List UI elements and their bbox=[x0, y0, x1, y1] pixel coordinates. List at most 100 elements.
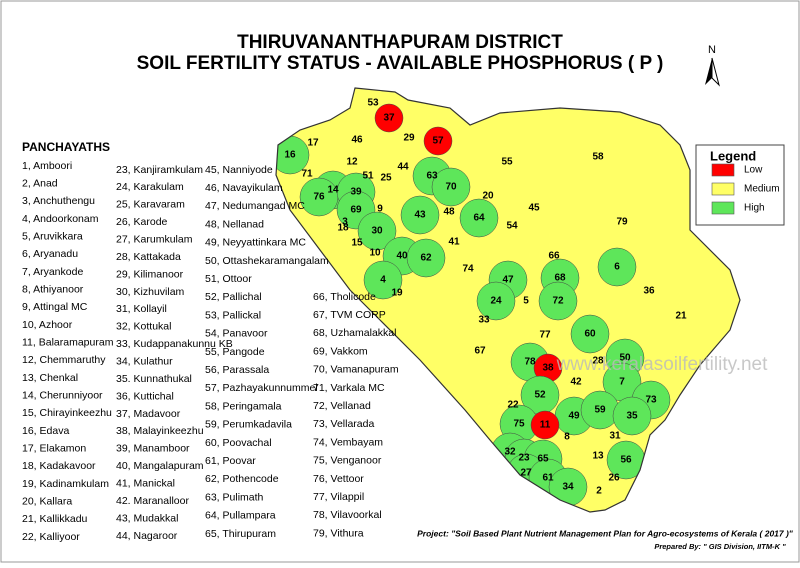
legend-swatch bbox=[711, 163, 735, 177]
region-label: 41 bbox=[448, 237, 460, 248]
region-label: 72 bbox=[552, 296, 564, 307]
region-label: 48 bbox=[443, 207, 455, 218]
region-label: 39 bbox=[350, 187, 362, 198]
region-label: 71 bbox=[301, 169, 313, 180]
panchayath-item: 70, Vamanapuram bbox=[313, 364, 399, 376]
panchayath-item: 52, Pallichal bbox=[205, 291, 262, 303]
region-label: 16 bbox=[284, 150, 296, 161]
region-label: 76 bbox=[313, 192, 325, 203]
region-label: 66 bbox=[548, 251, 560, 262]
panchayath-item: 63, Pulimath bbox=[205, 491, 264, 503]
region bbox=[423, 126, 453, 156]
panchayath-item: 35. Kunnathukal bbox=[116, 373, 192, 385]
region-label: 27 bbox=[520, 468, 532, 479]
panchayath-item: 72, Vellanad bbox=[313, 400, 371, 412]
panchayath-item: 19, Kadinamkulam bbox=[22, 478, 109, 490]
panchayath-item: 47, Nedumangad MC bbox=[205, 200, 305, 212]
project-note: Project: "Soil Based Plant Nutrient Mana… bbox=[417, 528, 794, 538]
panchayath-item: 50, Ottashekaramangalam bbox=[205, 255, 329, 267]
panchayath-item: 3, Anchuthengu bbox=[22, 195, 95, 207]
region-label: 60 bbox=[584, 329, 596, 340]
panchayath-item: 73, Vellarada bbox=[313, 418, 374, 430]
panchayath-item: 18, Kadakavoor bbox=[22, 460, 96, 472]
region-label: 18 bbox=[337, 223, 349, 234]
panchayath-item: 67, TVM CORP bbox=[313, 309, 386, 321]
panchayath-item: 12, Chemmaruthy bbox=[22, 354, 106, 366]
watermark: www.keralasoilfertility.net bbox=[556, 354, 769, 375]
region-label: 17 bbox=[307, 138, 319, 149]
panchayath-item: 66, Tholicode bbox=[313, 291, 376, 303]
region-label: 30 bbox=[371, 226, 383, 237]
legend-title: Legend bbox=[710, 148, 756, 163]
panchayath-item: 17, Elakamon bbox=[22, 443, 86, 455]
panchayath-item: 79, Vithura bbox=[313, 527, 364, 539]
panchayath-item: 77, Vilappil bbox=[313, 491, 364, 503]
panchayath-item: 20, Kallara bbox=[22, 496, 72, 508]
region-label: 10 bbox=[369, 248, 381, 259]
panchayath-item: 56, Parassala bbox=[205, 364, 269, 376]
panchayath-item: 65, Thirupuram bbox=[205, 528, 276, 540]
panchayath-item: 21, Kallikkadu bbox=[22, 513, 88, 525]
panchayath-item: 37, Madavoor bbox=[116, 408, 181, 420]
region-label: 5 bbox=[523, 296, 529, 307]
region-label: 40 bbox=[396, 251, 408, 262]
region-label: 78 bbox=[524, 357, 536, 368]
panchayath-item: 64, Pullampara bbox=[205, 510, 276, 522]
panchayath-item: 62, Pothencode bbox=[205, 473, 279, 485]
region-label: 14 bbox=[327, 185, 339, 196]
region-label: 70 bbox=[445, 182, 457, 193]
region bbox=[538, 281, 578, 321]
panchayath-item: 30, Kizhuvilam bbox=[116, 286, 185, 298]
prepared-by: Prepared By: " GIS Division, IITM-K " bbox=[654, 542, 786, 551]
region-label: 31 bbox=[609, 431, 621, 442]
panchayath-item: 4, Andoorkonam bbox=[22, 213, 99, 225]
region bbox=[374, 103, 404, 133]
region-label: 37 bbox=[383, 113, 395, 124]
district-map bbox=[276, 88, 740, 512]
region-label: 12 bbox=[346, 157, 358, 168]
panchayath-item: 42. Maranalloor bbox=[116, 495, 189, 507]
panchayath-item: 2, Anad bbox=[22, 177, 58, 189]
region-label: 23 bbox=[518, 453, 530, 464]
region-label: 62 bbox=[420, 253, 432, 264]
region-label: 55 bbox=[501, 157, 513, 168]
region-label: 65 bbox=[537, 454, 549, 465]
panchayath-item: 76, Vettoor bbox=[313, 473, 364, 485]
region-label: 43 bbox=[414, 210, 426, 221]
region-label: 4 bbox=[380, 275, 386, 286]
region-label: 50 bbox=[619, 353, 631, 364]
region-label: 49 bbox=[568, 411, 580, 422]
region-label: 77 bbox=[539, 330, 551, 341]
north-arrow: N bbox=[705, 44, 720, 87]
panchayath-item: 1, Amboori bbox=[22, 160, 72, 172]
region-label: 15 bbox=[351, 238, 363, 249]
panchayath-item: 61, Poovar bbox=[205, 455, 256, 467]
region-label: 19 bbox=[391, 288, 403, 299]
region-label: 61 bbox=[542, 473, 554, 484]
panchayath-item: 10, Azhoor bbox=[22, 319, 73, 331]
region bbox=[570, 314, 610, 354]
panchayath-item: 38, Malayinkeezhu bbox=[116, 425, 204, 437]
title: THIRUVANANTHAPURAM DISTRICT bbox=[237, 32, 563, 53]
panchayath-item: 6, Aryanadu bbox=[22, 248, 78, 260]
region-label: 63 bbox=[426, 171, 438, 182]
region-label: 22 bbox=[507, 400, 519, 411]
region-label: 7 bbox=[619, 377, 625, 388]
region-label: 9 bbox=[377, 204, 383, 215]
region-label: 21 bbox=[675, 311, 687, 322]
district-outline bbox=[275, 87, 741, 513]
list-heading: PANCHAYATHS bbox=[22, 140, 110, 154]
panchayath-item: 45, Nanniyode bbox=[205, 164, 273, 176]
panchayath-item: 46, Navayikulam bbox=[205, 182, 283, 194]
legend-swatch bbox=[711, 182, 735, 196]
panchayath-item: 15, Chirayinkeezhu bbox=[22, 407, 112, 419]
region-label: 28 bbox=[592, 356, 604, 367]
legend-swatch bbox=[711, 201, 735, 215]
region bbox=[406, 238, 446, 278]
region-label: 68 bbox=[554, 273, 566, 284]
panchayath-item: 27, Karumkulam bbox=[116, 234, 193, 246]
region-label: 8 bbox=[564, 432, 570, 443]
region-label: 34 bbox=[562, 482, 574, 493]
